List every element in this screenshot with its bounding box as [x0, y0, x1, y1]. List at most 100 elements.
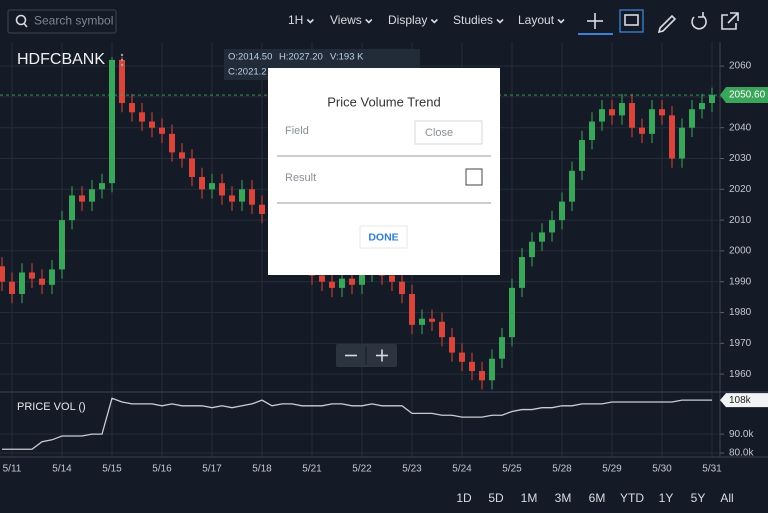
menu-chevron [430, 18, 438, 24]
candle-body [319, 275, 325, 282]
range-button[interactable]: All [720, 491, 733, 505]
y-tick-label: 2020 [729, 184, 752, 195]
candle-body [419, 318, 425, 325]
candle-body [139, 112, 145, 122]
candle-body [249, 189, 255, 205]
candle-body [79, 195, 85, 202]
candle-body [399, 281, 405, 295]
study-label: PRICE VOL () [17, 401, 86, 413]
candle-body [669, 115, 675, 159]
y-tick-label: 2000 [729, 246, 752, 257]
candle-body [529, 241, 535, 258]
range-button[interactable]: 1Y [659, 491, 674, 505]
x-tick-label: 5/22 [352, 464, 372, 475]
y-tick-label: 2010 [729, 215, 752, 226]
menu-chevron [306, 18, 314, 24]
candle-body [189, 158, 195, 177]
candle-body [169, 133, 175, 153]
menu-item[interactable]: Studies [453, 13, 493, 27]
candle-body [329, 281, 335, 288]
candle-body [39, 278, 45, 285]
candle-body [569, 170, 575, 202]
menu-item[interactable]: Views [330, 13, 362, 27]
share-icon[interactable] [721, 12, 739, 30]
candle-body [709, 95, 715, 104]
candle-body [489, 358, 495, 381]
menu-item[interactable]: Layout [518, 13, 555, 27]
volume-line [2, 397, 712, 450]
symbol-menu[interactable] [120, 53, 124, 57]
menu-chevron [365, 18, 373, 24]
symbol-menu[interactable] [120, 63, 124, 67]
candle-body [429, 318, 435, 322]
y-tick-label: 2030 [729, 153, 752, 164]
candle-body [119, 59, 125, 104]
candle-body [559, 201, 565, 221]
candle-body [179, 152, 185, 159]
x-tick-label: 5/15 [102, 464, 122, 475]
range-button[interactable]: 1D [456, 491, 472, 505]
candle-body [439, 321, 445, 338]
modal: Price Volume Trend Field Close Result DO… [268, 68, 500, 275]
field-value: Close [425, 127, 453, 139]
search-placeholder: Search symbol [34, 14, 113, 28]
comments-icon [624, 14, 639, 26]
candle-body [29, 272, 35, 279]
range-button[interactable]: 5D [488, 491, 504, 505]
y-tick-label: 1960 [729, 369, 752, 380]
last-price-label: 2050.60 [729, 90, 766, 101]
x-tick-label: 5/16 [152, 464, 172, 475]
x-tick-label: 5/25 [502, 464, 522, 475]
x-tick-label: 5/21 [302, 464, 322, 475]
candle-body [459, 352, 465, 362]
comments-button[interactable] [619, 9, 644, 33]
candle-body [89, 189, 95, 202]
last-volume-label: 108k [729, 395, 752, 406]
result-checkbox[interactable] [465, 168, 483, 186]
range-button[interactable]: 3M [555, 491, 572, 505]
done-button[interactable] [359, 225, 408, 249]
candle-body [49, 269, 55, 285]
draw-icon[interactable] [657, 14, 677, 34]
field-select[interactable] [414, 120, 483, 145]
range-button[interactable]: YTD [620, 491, 644, 505]
last-price-tag [720, 87, 768, 104]
menu-item[interactable]: Display [388, 13, 427, 27]
candle-body [649, 109, 655, 134]
candle-body [449, 337, 455, 353]
candle-body [679, 127, 685, 159]
range-button[interactable]: 6M [589, 491, 606, 505]
x-tick-label: 5/30 [652, 464, 672, 475]
candle-body [639, 127, 645, 134]
candle-body [69, 195, 75, 221]
x-tick-label: 5/24 [452, 464, 472, 475]
candle-body [609, 109, 615, 116]
candle-body [469, 361, 475, 372]
ohlc-volume: V:193 K [330, 52, 364, 63]
search-box[interactable] [7, 9, 117, 34]
range-button[interactable]: 5Y [691, 491, 706, 505]
menu-item[interactable]: 1H [288, 13, 303, 27]
reset-icon[interactable] [691, 15, 707, 30]
candle-body [109, 59, 115, 184]
range-button[interactable]: 1M [521, 491, 538, 505]
x-tick-label: 5/23 [402, 464, 422, 475]
candle-body [349, 278, 355, 285]
candle-body [699, 103, 705, 110]
y-tick-label: 1980 [729, 307, 752, 318]
y-tick-label: 2040 [729, 122, 752, 133]
symbol: HDFCBANK [17, 51, 105, 68]
ohlc-high: H:2027.20 [279, 52, 323, 63]
x-tick-label: 5/17 [202, 464, 222, 475]
ohlc-open: O:2014.50 [228, 52, 272, 63]
candle-body [149, 121, 155, 128]
field-label: Field [285, 125, 309, 137]
candle-body [539, 232, 545, 242]
candle-body [499, 337, 505, 359]
menu-chevron [557, 18, 565, 24]
candle-body [159, 127, 165, 134]
candle-body [659, 109, 665, 116]
symbol-menu[interactable] [120, 58, 124, 62]
